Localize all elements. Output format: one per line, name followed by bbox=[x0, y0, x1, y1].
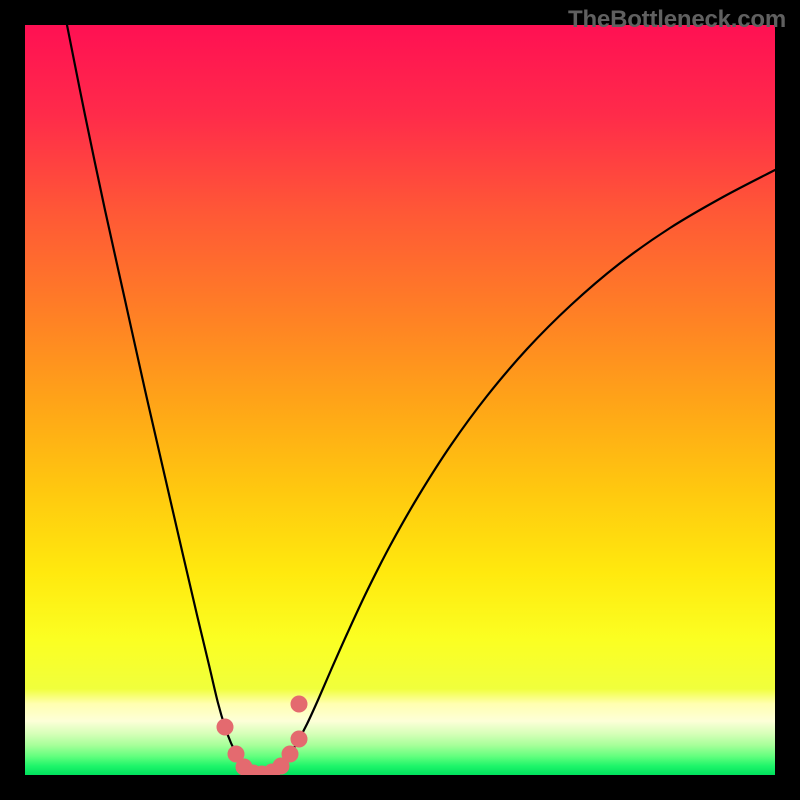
bottleneck-plot bbox=[0, 0, 800, 800]
chart-frame: TheBottleneck.com bbox=[0, 0, 800, 800]
trough-marker bbox=[291, 731, 307, 747]
plot-background-gradient bbox=[25, 25, 775, 775]
trough-marker bbox=[282, 746, 298, 762]
source-watermark: TheBottleneck.com bbox=[568, 6, 786, 34]
trough-marker bbox=[291, 696, 307, 712]
trough-marker bbox=[217, 719, 233, 735]
